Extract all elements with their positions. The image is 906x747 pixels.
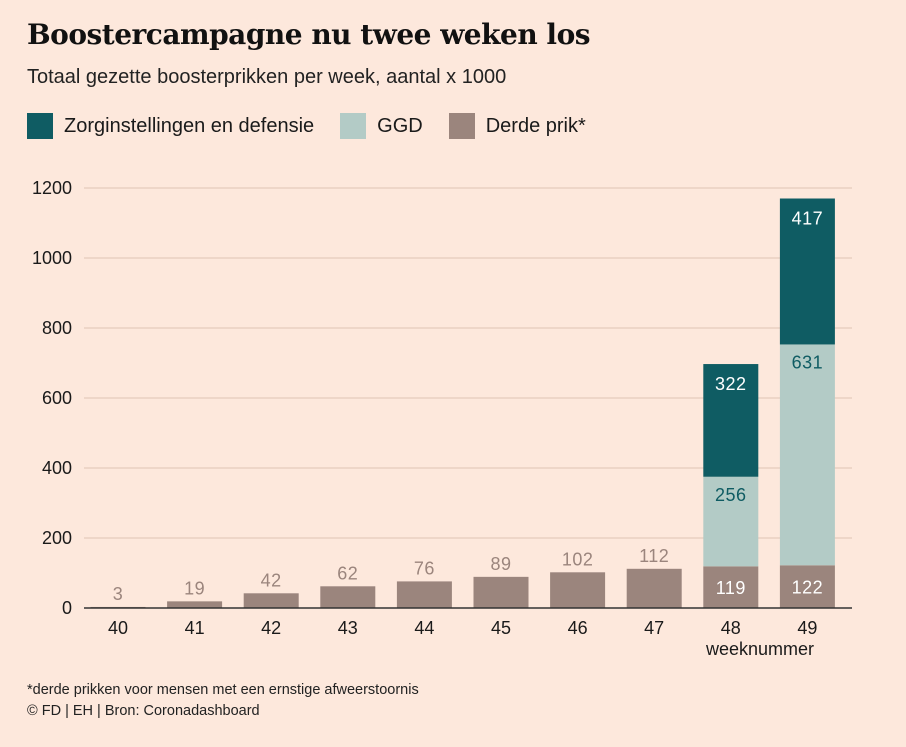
bar-48-series-1 — [703, 476, 759, 567]
data-label-45-series-0: 89 — [490, 554, 511, 574]
legend-label-ggd: GGD — [377, 114, 423, 137]
data-label-49-series-0: 122 — [792, 578, 824, 598]
bar-46-series-0 — [550, 572, 606, 608]
chart-subtitle: Totaal gezette boosterprikken per week, … — [27, 66, 507, 88]
x-tick-label-47: 47 — [644, 618, 664, 638]
x-tick-label-42: 42 — [261, 618, 281, 638]
x-tick-label-46: 46 — [568, 618, 588, 638]
data-label-48-series-1: 256 — [715, 485, 747, 505]
data-label-42-series-0: 42 — [261, 570, 282, 590]
y-tick-label-0: 0 — [62, 598, 72, 618]
x-tick-label-49: 49 — [797, 618, 817, 638]
data-label-49-series-1: 631 — [792, 352, 824, 372]
x-axis-label: weeknummer — [705, 639, 814, 659]
legend-item-derde-prik: Derde prik* — [448, 113, 586, 139]
x-tick-label-45: 45 — [491, 618, 511, 638]
bar-44-series-0 — [396, 581, 452, 608]
legend-swatch-zorginstellingen — [27, 113, 53, 139]
y-tick-label-1000: 1000 — [32, 248, 72, 268]
data-label-49-series-2: 417 — [792, 209, 824, 229]
x-tick-label-41: 41 — [185, 618, 205, 638]
bar-49-series-1 — [779, 344, 835, 566]
bar-49-series-0 — [779, 565, 835, 608]
data-label-40-series-0: 3 — [113, 584, 124, 604]
bar-47-series-0 — [626, 568, 682, 608]
bar-48-series-0 — [703, 566, 759, 608]
x-tick-label-44: 44 — [414, 618, 434, 638]
data-label-41-series-0: 19 — [184, 578, 205, 598]
y-tick-label-600: 600 — [42, 388, 72, 408]
y-tick-label-400: 400 — [42, 458, 72, 478]
data-label-48-series-0: 119 — [716, 578, 746, 598]
data-label-43-series-0: 62 — [337, 563, 358, 583]
y-tick-label-800: 800 — [42, 318, 72, 338]
legend-item-zorginstellingen: Zorginstellingen en defensie — [27, 113, 314, 139]
legend-label-zorginstellingen: Zorginstellingen en defensie — [64, 114, 315, 137]
legend-label-derde-prik: Derde prik* — [485, 114, 586, 137]
x-tick-label-43: 43 — [338, 618, 358, 638]
chart-title: Boostercampagne nu twee weken los — [27, 18, 591, 51]
y-tick-label-200: 200 — [42, 528, 72, 548]
bar-48-series-2 — [703, 364, 759, 477]
footnote: *derde prikken voor mensen met een ernst… — [27, 682, 419, 698]
bar-41-series-0 — [167, 601, 223, 608]
legend-item-ggd: GGD — [340, 113, 423, 139]
bar-49-series-2 — [779, 198, 835, 345]
x-tick-label-40: 40 — [108, 618, 128, 638]
data-label-47-series-0: 112 — [639, 546, 669, 566]
bar-45-series-0 — [473, 576, 529, 608]
source-credit: © FD | EH | Bron: Coronadashboard — [27, 703, 260, 719]
legend-swatch-derde-prik — [448, 113, 475, 139]
x-tick-label-48: 48 — [721, 618, 741, 638]
bar-43-series-0 — [320, 586, 376, 608]
data-label-44-series-0: 76 — [414, 558, 435, 578]
legend: Zorginstellingen en defensie GGD Derde p… — [27, 113, 612, 139]
y-tick-label-1200: 1200 — [32, 178, 72, 198]
data-label-46-series-0: 102 — [562, 549, 594, 569]
data-label-48-series-2: 322 — [715, 374, 747, 394]
bar-42-series-0 — [243, 593, 299, 608]
legend-swatch-ggd — [340, 113, 367, 139]
